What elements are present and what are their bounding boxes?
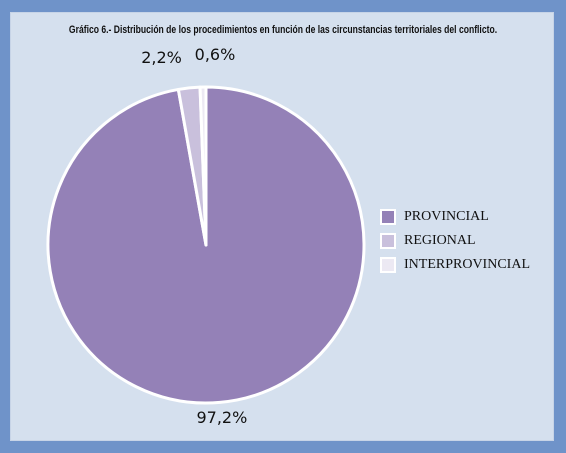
legend-swatch-regional	[380, 233, 396, 249]
legend-label-regional: REGIONAL	[404, 233, 476, 248]
chart-title: Gráfico 6.- Distribución de los procedim…	[68, 24, 498, 36]
chart-legend: PROVINCIAL REGIONAL INTERPROVINCIAL	[380, 205, 530, 277]
legend-label-provincial: PROVINCIAL	[404, 209, 489, 224]
pie-slice-interprovincial	[198, 85, 208, 247]
legend-swatch-interprovincial	[380, 257, 396, 273]
pct-label-regional: 2,2%	[141, 48, 182, 67]
legend-item-provincial: PROVINCIAL	[380, 205, 530, 229]
pct-label-provincial: 97,2%	[196, 408, 248, 428]
legend-item-interprovincial: INTERPROVINCIAL	[380, 253, 530, 277]
legend-label-interprovincial: INTERPROVINCIAL	[404, 257, 530, 272]
legend-swatch-provincial	[380, 209, 396, 225]
pct-label-interprovincial: 0,6%	[194, 45, 236, 65]
legend-item-regional: REGIONAL	[380, 229, 530, 253]
